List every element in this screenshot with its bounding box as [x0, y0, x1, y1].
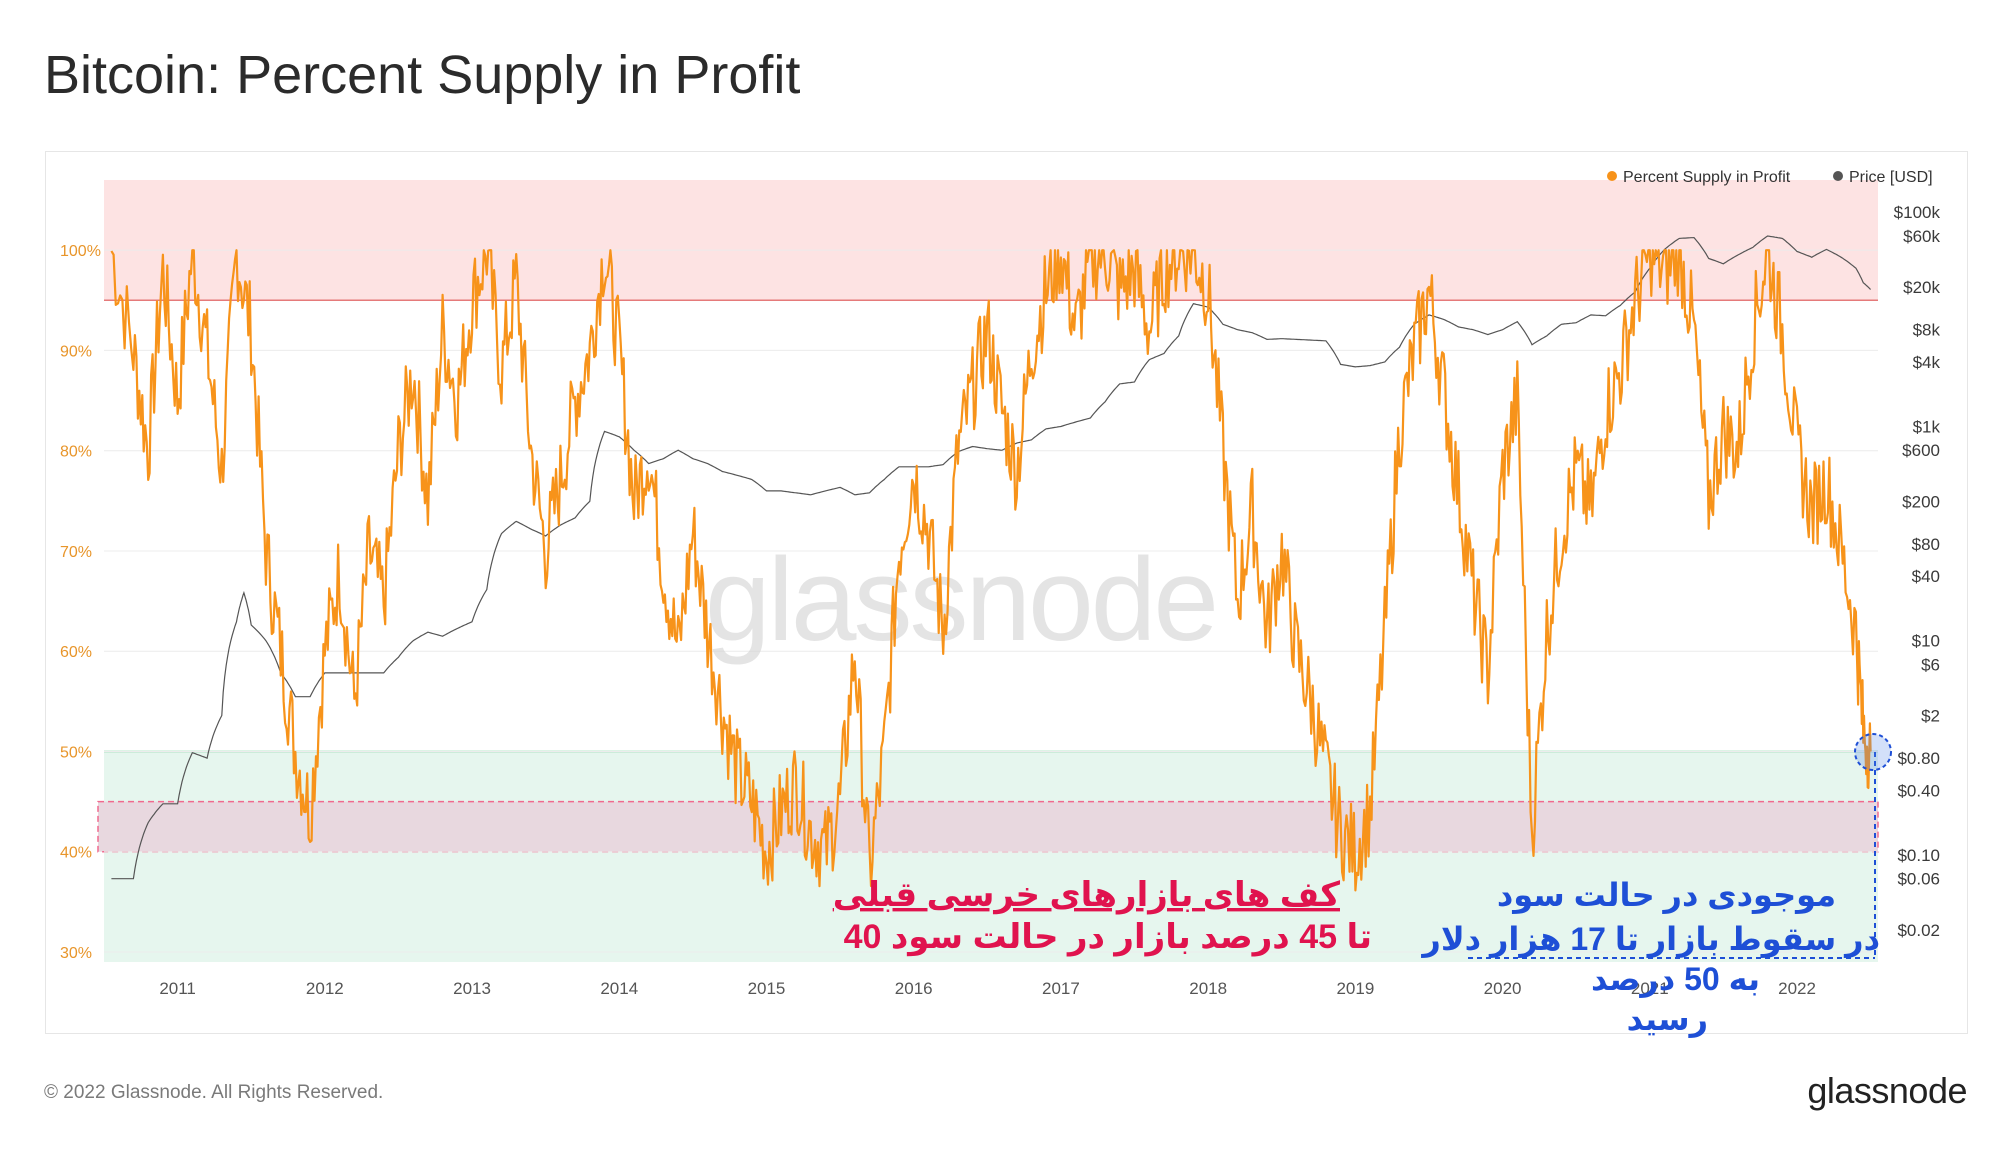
grid-layer: [104, 249, 1878, 953]
annotation-current-line2: در سقوط بازار تا 17 هزار دلار: [1420, 921, 1880, 958]
annotation-current-line3: به 50 درصد: [1591, 961, 1760, 998]
ticks-layer: 100% 90% 80% 70% 60% 50% 40% 30% $100k $60k $20k $8…: [60, 203, 1940, 998]
watermark-text: glassnode: [705, 534, 1216, 666]
highlight-circle: [1854, 733, 1892, 771]
y-right-tick: $1k: [1913, 417, 1941, 436]
legend-label-price: Price [USD]: [1849, 169, 1933, 186]
x-tick: 2019: [1336, 979, 1374, 998]
y-right-tick: $20k: [1903, 278, 1940, 297]
annotation-current-line1: موجودی در حالت سود: [1497, 877, 1836, 914]
annotation-bear-line2: 40 تا 45 درصد بازار در حالت سود: [844, 918, 1372, 957]
brand-logo: glassnode: [1807, 1070, 1967, 1111]
y-right-tick: $2: [1921, 707, 1940, 726]
y-left-tick: 60%: [60, 644, 92, 661]
x-tick: 2020: [1484, 979, 1522, 998]
legend-dot-supply: [1607, 171, 1617, 181]
y-left-tick: 90%: [60, 343, 92, 360]
red-zone: [104, 180, 1878, 301]
annotation-bear-line1: کف های بازارهای خرسی قبلی: [833, 876, 1341, 915]
green-zone: [104, 751, 1878, 962]
legend-dot-price: [1833, 171, 1843, 181]
y-right-tick: $8k: [1913, 321, 1941, 340]
x-tick: 2018: [1189, 979, 1227, 998]
y-left-tick: 50%: [60, 744, 92, 761]
x-tick: 2013: [453, 979, 491, 998]
y-left-tick: 40%: [60, 845, 92, 862]
y-right-tick: $0.80: [1897, 749, 1940, 768]
annotation-current-line4: رسید: [1627, 1001, 1708, 1038]
y-right-tick: $60k: [1903, 227, 1940, 246]
y-right-tick: $0.02: [1897, 921, 1940, 940]
y-left-tick: 100%: [60, 243, 101, 260]
legend: Percent Supply in Profit Price [USD]: [1607, 169, 1933, 186]
y-left-tick: 30%: [60, 945, 92, 962]
x-tick: 2016: [895, 979, 933, 998]
y-right-tick: $600: [1902, 441, 1940, 460]
copyright-text: © 2022 Glassnode. All Rights Reserved.: [44, 1082, 384, 1103]
y-right-tick: $100k: [1894, 203, 1941, 222]
y-right-tick: $4k: [1913, 353, 1941, 372]
y-right-tick: $6: [1921, 655, 1940, 674]
x-tick: 2012: [306, 979, 344, 998]
legend-label-supply: Percent Supply in Profit: [1623, 169, 1791, 186]
y-right-tick: $200: [1902, 492, 1940, 511]
y-right-tick: $10: [1912, 632, 1940, 651]
y-right-tick: $0.40: [1897, 781, 1940, 800]
x-tick: 2011: [159, 979, 196, 998]
zones-layer: [97, 180, 1879, 962]
price-series-layer: [111, 235, 1872, 880]
page-title: Bitcoin: Percent Supply in Profit: [44, 45, 801, 105]
x-tick: 2014: [600, 979, 638, 998]
chart-frame: [45, 151, 1968, 1034]
y-left-tick: 70%: [60, 544, 92, 561]
price-series-line: [111, 235, 1872, 880]
x-tick: 2021: [1631, 979, 1669, 998]
y-right-tick: $0.06: [1897, 870, 1940, 889]
y-right-tick: $40: [1912, 567, 1940, 586]
supply-series-line: [110, 249, 1872, 892]
x-tick: 2022: [1778, 979, 1816, 998]
x-tick: 2015: [748, 979, 786, 998]
y-right-tick: $80: [1912, 535, 1940, 554]
y-right-tick: $0.10: [1897, 846, 1940, 865]
y-left-tick: 80%: [60, 444, 92, 461]
x-tick: 2017: [1042, 979, 1080, 998]
supply-series-layer: [110, 249, 1872, 892]
bear-bottom-box: [97, 800, 1879, 853]
